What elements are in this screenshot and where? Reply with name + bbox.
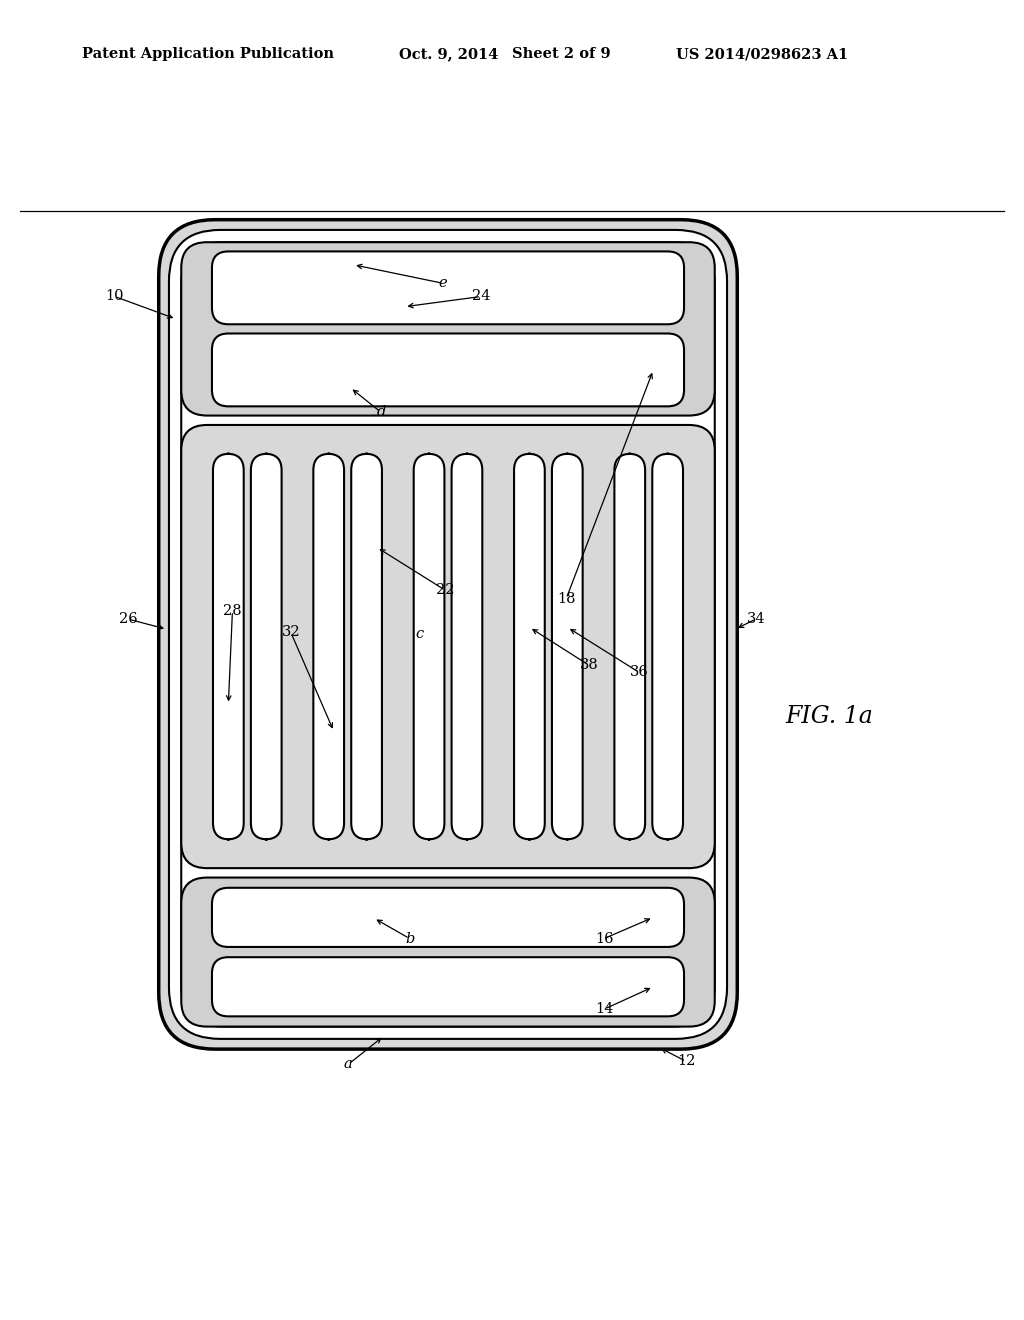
FancyBboxPatch shape xyxy=(213,454,244,840)
Text: 34: 34 xyxy=(746,612,765,626)
Text: 12: 12 xyxy=(677,1055,695,1068)
FancyBboxPatch shape xyxy=(159,219,737,1049)
FancyBboxPatch shape xyxy=(614,454,645,840)
FancyBboxPatch shape xyxy=(351,454,382,840)
Text: 18: 18 xyxy=(557,591,575,606)
Text: Patent Application Publication: Patent Application Publication xyxy=(82,48,334,61)
Text: d: d xyxy=(376,405,386,420)
Text: 32: 32 xyxy=(282,626,300,639)
Text: c: c xyxy=(416,627,424,642)
Text: 28: 28 xyxy=(223,603,242,618)
Text: 14: 14 xyxy=(595,1002,613,1016)
Text: b: b xyxy=(404,932,415,945)
Text: Sheet 2 of 9: Sheet 2 of 9 xyxy=(512,48,610,61)
FancyBboxPatch shape xyxy=(313,454,344,840)
Text: 22: 22 xyxy=(436,583,455,598)
FancyBboxPatch shape xyxy=(414,454,444,840)
FancyBboxPatch shape xyxy=(212,888,684,946)
Text: 10: 10 xyxy=(105,289,124,304)
FancyBboxPatch shape xyxy=(212,334,684,407)
Text: Oct. 9, 2014: Oct. 9, 2014 xyxy=(399,48,499,61)
Text: a: a xyxy=(344,1057,352,1072)
FancyBboxPatch shape xyxy=(169,230,727,1039)
Text: 24: 24 xyxy=(472,289,490,304)
FancyBboxPatch shape xyxy=(212,957,684,1016)
FancyBboxPatch shape xyxy=(652,454,683,840)
FancyBboxPatch shape xyxy=(251,454,282,840)
Text: 38: 38 xyxy=(580,659,598,672)
Text: 16: 16 xyxy=(595,932,613,945)
Text: US 2014/0298623 A1: US 2014/0298623 A1 xyxy=(676,48,848,61)
Text: 26: 26 xyxy=(119,612,137,626)
FancyBboxPatch shape xyxy=(181,878,715,1027)
FancyBboxPatch shape xyxy=(181,425,715,869)
FancyBboxPatch shape xyxy=(181,242,715,1027)
FancyBboxPatch shape xyxy=(452,454,482,840)
FancyBboxPatch shape xyxy=(212,251,684,325)
Text: 36: 36 xyxy=(630,665,648,680)
FancyBboxPatch shape xyxy=(181,242,715,416)
FancyBboxPatch shape xyxy=(552,454,583,840)
Text: FIG. 1a: FIG. 1a xyxy=(785,705,873,727)
Text: e: e xyxy=(438,276,446,290)
FancyBboxPatch shape xyxy=(514,454,545,840)
